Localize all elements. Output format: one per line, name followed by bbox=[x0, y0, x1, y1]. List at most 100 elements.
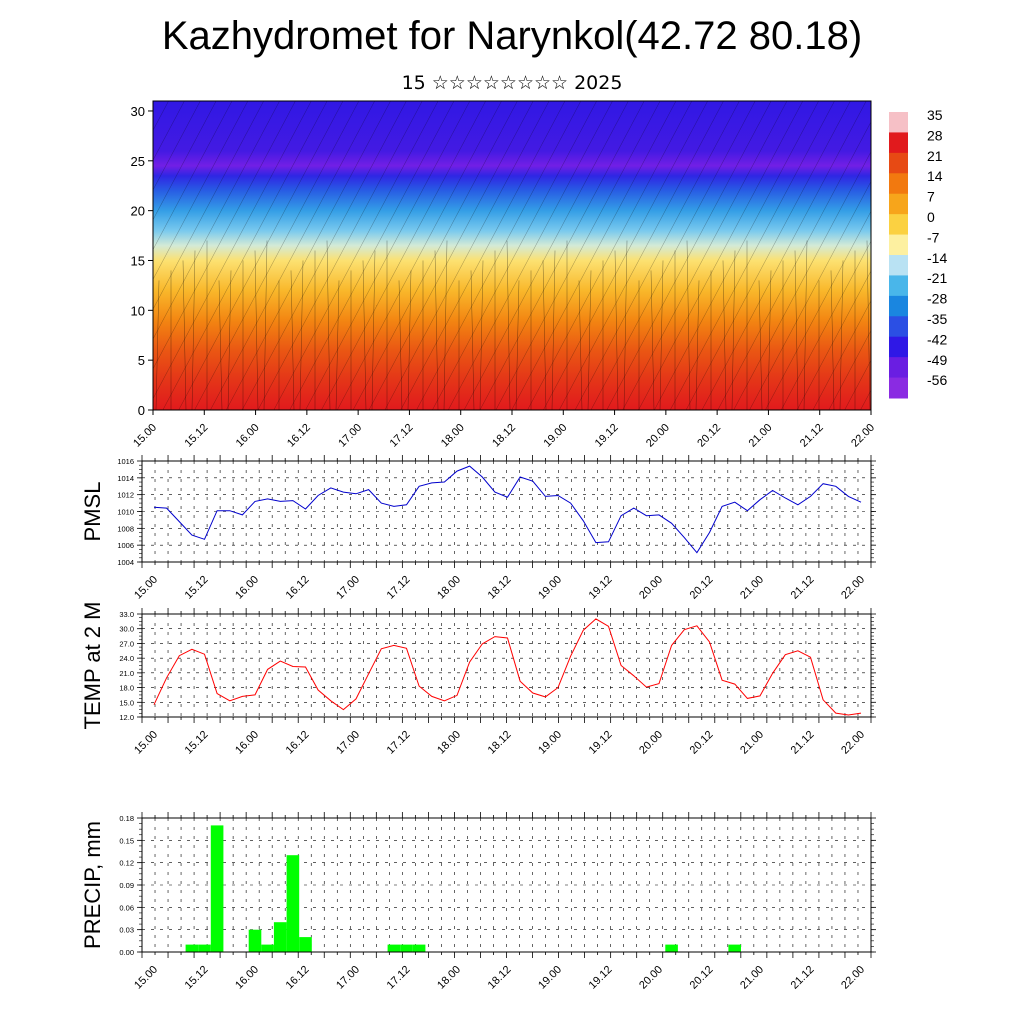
colorbar-swatch bbox=[889, 193, 908, 215]
precip-panel: 0.00 0.03 0.06 0.09 0.12 0.15 0.18 15.00 15.12 16… bbox=[80, 812, 876, 992]
x-tick-label: 21.00 bbox=[738, 964, 766, 992]
wind-streak bbox=[767, 270, 772, 410]
precip-bar bbox=[248, 929, 262, 952]
precip-bar bbox=[210, 825, 224, 952]
y-axis-title: TEMP at 2 M bbox=[80, 602, 105, 730]
x-tick-label: 15.00 bbox=[131, 422, 159, 450]
x-tick-label: 17.12 bbox=[388, 422, 416, 450]
x-tick-label: 17.12 bbox=[385, 729, 413, 757]
y-tick-label: 10 bbox=[131, 303, 145, 318]
y-tick-label: 1008 bbox=[117, 524, 134, 533]
wind-streak bbox=[290, 270, 295, 410]
x-tick-label: 15.12 bbox=[182, 422, 210, 450]
x-tick-label: 16.12 bbox=[284, 729, 312, 757]
x-tick-label: 20.12 bbox=[688, 574, 716, 602]
y-tick-label: 1004 bbox=[117, 558, 134, 567]
wind-streak bbox=[299, 260, 304, 410]
colorbar-label: -42 bbox=[927, 331, 947, 347]
series-line bbox=[153, 465, 862, 554]
y-axis-title: PMSL bbox=[80, 482, 105, 542]
x-tick-label: 18.12 bbox=[490, 422, 518, 450]
y-tick-label: 1014 bbox=[117, 474, 134, 483]
colorbar-swatch bbox=[889, 295, 908, 317]
x-tick-label: 15.12 bbox=[183, 574, 211, 602]
wind-streak bbox=[155, 280, 160, 410]
wind-streak bbox=[362, 260, 367, 410]
x-tick-label: 16.12 bbox=[284, 964, 312, 992]
wind-streak bbox=[182, 260, 187, 410]
colorbar-label: 0 bbox=[927, 209, 935, 225]
y-tick-label: 1012 bbox=[117, 491, 134, 500]
y-tick-label: 1006 bbox=[117, 541, 134, 550]
y-tick-label: 1016 bbox=[117, 457, 134, 466]
x-tick-label: 17.00 bbox=[336, 422, 364, 450]
y-axis-title: PRECIP, mm bbox=[80, 821, 105, 949]
x-tick-label: 20.00 bbox=[637, 964, 665, 992]
x-tick-label: 18.00 bbox=[435, 574, 463, 602]
colorbar-swatch bbox=[889, 152, 908, 174]
wind-streak bbox=[830, 270, 835, 410]
precip-bar bbox=[665, 944, 678, 952]
x-tick-label: 22.00 bbox=[839, 574, 867, 602]
x-tick-label: 15.00 bbox=[132, 574, 160, 602]
wind-streak bbox=[254, 250, 259, 410]
x-tick-label: 18.12 bbox=[486, 964, 514, 992]
y-tick-label: 20 bbox=[131, 204, 145, 219]
x-tick-label: 22.00 bbox=[839, 964, 867, 992]
precip-bar bbox=[261, 944, 274, 952]
panel-frame bbox=[141, 460, 872, 563]
colorbar-label: 14 bbox=[927, 168, 943, 184]
x-tick-label: 21.12 bbox=[789, 964, 817, 992]
x-tick-label: 22.00 bbox=[839, 729, 867, 757]
wind-streak bbox=[794, 250, 799, 410]
y-tick-label: 0 bbox=[138, 403, 145, 418]
y-tick-label: 15.0 bbox=[119, 698, 134, 707]
colorbar-label: 28 bbox=[927, 127, 943, 143]
precip-bar bbox=[273, 922, 287, 952]
temp-2m-panel: 12.0 15.0 18.0 21.0 24.0 27.0 30.0 33.0 15.00 15.… bbox=[80, 602, 876, 757]
x-tick-label: 21.00 bbox=[738, 574, 766, 602]
y-tick-label: 15 bbox=[131, 253, 145, 268]
x-tick-label: 20.00 bbox=[644, 422, 672, 450]
wind-streak bbox=[407, 270, 412, 410]
colorbar-swatch bbox=[889, 357, 908, 379]
colorbar-label: -7 bbox=[927, 229, 940, 245]
wind-barb-field bbox=[153, 101, 871, 410]
x-tick-label: 19.00 bbox=[536, 964, 564, 992]
wind-streak bbox=[623, 240, 628, 410]
wind-streaks bbox=[155, 240, 871, 410]
x-tick-label: 18.12 bbox=[486, 729, 514, 757]
colorbar-swatch bbox=[889, 234, 908, 256]
wind-streak bbox=[758, 280, 763, 410]
x-tick-label: 20.12 bbox=[688, 964, 716, 992]
y-tick-label: 12.0 bbox=[119, 713, 134, 722]
y-tick-label: 5 bbox=[138, 353, 145, 368]
colorbar-swatch bbox=[889, 275, 908, 297]
x-tick-label: 17.12 bbox=[385, 964, 413, 992]
wind-streak bbox=[731, 250, 736, 410]
temperature-height-panel: 0 5 10 15 20 25 30 15.00 15.12 16.00 16.12 17.00 17.… bbox=[131, 100, 877, 450]
x-tick-label: 16.00 bbox=[233, 574, 261, 602]
colorbar-label: -21 bbox=[927, 270, 947, 286]
y-tick-label: 21.0 bbox=[119, 669, 134, 678]
precip-bar bbox=[299, 937, 312, 952]
wind-streak bbox=[650, 270, 655, 410]
x-tick-label: 16.00 bbox=[233, 729, 261, 757]
x-tick-label: 21.12 bbox=[789, 729, 817, 757]
colorbar: 35 28 21 14 7 0 -7 -14 -21 -28 -35 -42 -49 -56 bbox=[889, 107, 947, 399]
wind-streak bbox=[263, 240, 268, 410]
colorbar-label: -35 bbox=[927, 311, 947, 327]
x-tick-label: 15.00 bbox=[132, 964, 160, 992]
precip-bar bbox=[198, 944, 211, 952]
x-tick-label: 19.00 bbox=[536, 729, 564, 757]
colorbar-label: -28 bbox=[927, 291, 947, 307]
wind-streak bbox=[191, 250, 196, 410]
y-tick-label: 0.18 bbox=[119, 814, 134, 823]
y-tick-label: 1010 bbox=[117, 508, 134, 517]
x-tick-label: 15.00 bbox=[132, 729, 160, 757]
y-tick-label: 27.0 bbox=[119, 639, 134, 648]
pmsl-panel: 1004 1006 1008 1010 1012 1014 1016 15.00 15.12 16… bbox=[80, 455, 876, 602]
x-tick-label: 18.00 bbox=[439, 422, 467, 450]
panel-frame bbox=[141, 817, 872, 953]
